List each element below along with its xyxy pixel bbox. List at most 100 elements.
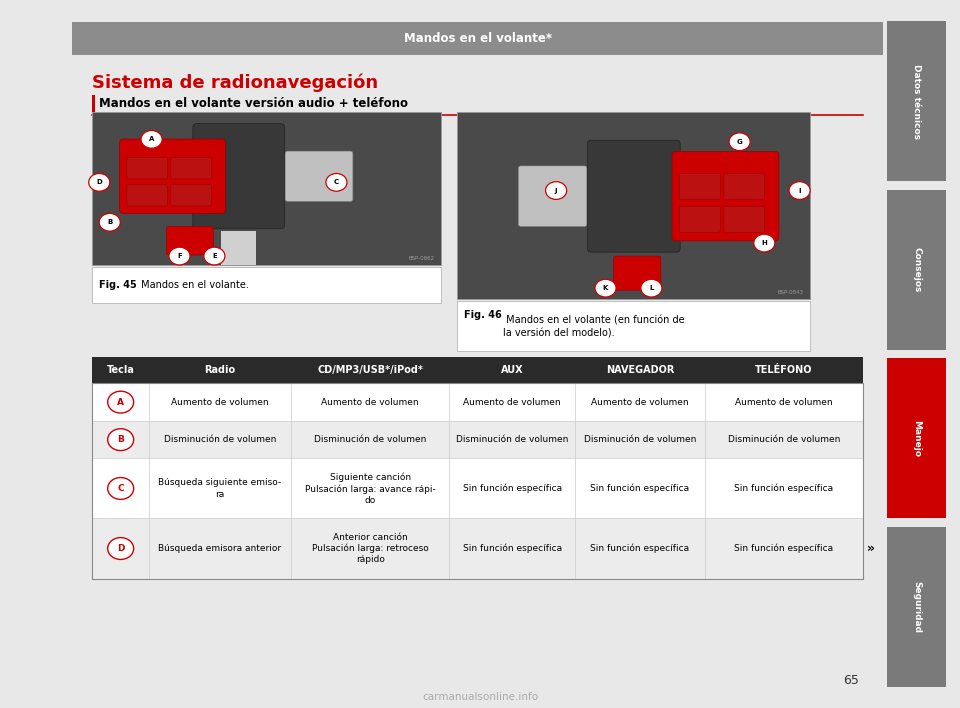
Bar xyxy=(887,527,947,687)
Text: NAVEGADOR: NAVEGADOR xyxy=(606,365,674,375)
FancyBboxPatch shape xyxy=(724,173,765,199)
FancyBboxPatch shape xyxy=(613,256,660,290)
Circle shape xyxy=(169,247,190,265)
Text: Disminución de volumen: Disminución de volumen xyxy=(728,435,840,444)
Text: 65: 65 xyxy=(843,674,859,687)
Text: Búsqueda emisora anterior: Búsqueda emisora anterior xyxy=(158,544,281,553)
FancyBboxPatch shape xyxy=(680,206,720,232)
Text: AUX: AUX xyxy=(501,365,523,375)
Text: Disminución de volumen: Disminución de volumen xyxy=(164,435,276,444)
Text: Aumento de volumen: Aumento de volumen xyxy=(322,398,419,406)
FancyBboxPatch shape xyxy=(724,206,765,232)
Circle shape xyxy=(754,234,775,252)
FancyBboxPatch shape xyxy=(171,184,211,206)
Text: Anterior canción
Pulsación larga: retroceso
rápido: Anterior canción Pulsación larga: retroc… xyxy=(312,532,428,564)
Text: A: A xyxy=(149,137,155,142)
FancyBboxPatch shape xyxy=(588,140,680,252)
Text: Sin función específica: Sin función específica xyxy=(590,484,689,493)
FancyBboxPatch shape xyxy=(120,139,226,213)
Text: D: D xyxy=(117,544,125,553)
Text: K: K xyxy=(603,285,609,291)
Circle shape xyxy=(325,173,347,191)
Text: Tecla: Tecla xyxy=(107,365,134,375)
Text: TELÉFONO: TELÉFONO xyxy=(756,365,812,375)
FancyBboxPatch shape xyxy=(127,157,167,179)
Text: Disminución de volumen: Disminución de volumen xyxy=(456,435,568,444)
Text: Mandos en el volante (en función de
la versión del modelo).: Mandos en el volante (en función de la v… xyxy=(503,315,684,338)
Bar xyxy=(887,358,947,518)
Bar xyxy=(92,95,95,113)
Text: Sin función específica: Sin función específica xyxy=(734,484,833,493)
Text: E: E xyxy=(212,253,217,259)
Text: BSP-0862: BSP-0862 xyxy=(409,256,435,261)
Text: Aumento de volumen: Aumento de volumen xyxy=(464,398,561,406)
Circle shape xyxy=(545,182,566,200)
Text: Aumento de volumen: Aumento de volumen xyxy=(735,398,832,406)
Text: BSP-0843: BSP-0843 xyxy=(778,290,804,295)
FancyBboxPatch shape xyxy=(193,124,285,229)
Circle shape xyxy=(789,182,810,200)
Text: carmanualsonline.info: carmanualsonline.info xyxy=(422,692,538,702)
Text: A: A xyxy=(117,398,124,406)
Circle shape xyxy=(108,537,133,559)
Circle shape xyxy=(595,279,616,297)
Bar xyxy=(92,383,863,421)
Bar xyxy=(222,232,256,266)
Bar xyxy=(887,190,947,350)
Text: Seguridad: Seguridad xyxy=(912,581,922,633)
Bar xyxy=(92,518,863,578)
Bar xyxy=(457,302,810,350)
Bar xyxy=(887,21,947,181)
Bar xyxy=(92,268,441,303)
FancyBboxPatch shape xyxy=(518,166,587,227)
Circle shape xyxy=(108,429,133,450)
Text: Disminución de volumen: Disminución de volumen xyxy=(314,435,426,444)
Text: Mandos en el volante versión audio + teléfono: Mandos en el volante versión audio + tel… xyxy=(99,97,408,110)
Circle shape xyxy=(641,279,662,297)
Text: Sin función específica: Sin función específica xyxy=(463,484,562,493)
Text: »: » xyxy=(867,542,875,555)
Bar xyxy=(457,112,810,299)
Text: B: B xyxy=(117,435,124,444)
Text: CD/MP3/USB*/iPod*: CD/MP3/USB*/iPod* xyxy=(317,365,423,375)
Circle shape xyxy=(88,173,109,191)
Text: Mandos en el volante.: Mandos en el volante. xyxy=(137,280,249,290)
Text: L: L xyxy=(649,285,654,291)
Bar xyxy=(92,112,441,266)
FancyBboxPatch shape xyxy=(171,157,211,179)
Circle shape xyxy=(108,392,133,413)
Bar xyxy=(72,22,883,55)
Circle shape xyxy=(729,133,750,151)
Text: Manejo: Manejo xyxy=(912,420,922,457)
Circle shape xyxy=(108,477,133,499)
FancyBboxPatch shape xyxy=(127,184,167,206)
Text: Consejos: Consejos xyxy=(912,247,922,292)
Text: J: J xyxy=(555,188,558,193)
Text: Mandos en el volante*: Mandos en el volante* xyxy=(403,32,552,45)
Text: C: C xyxy=(117,484,124,493)
FancyBboxPatch shape xyxy=(672,152,779,241)
Text: Fig. 45: Fig. 45 xyxy=(99,280,136,290)
FancyBboxPatch shape xyxy=(285,151,353,201)
FancyBboxPatch shape xyxy=(680,173,720,199)
Text: F: F xyxy=(177,253,181,259)
Text: C: C xyxy=(334,179,339,185)
Text: Datos técnicos: Datos técnicos xyxy=(912,64,922,139)
Text: G: G xyxy=(736,139,742,144)
Text: Búsqueda siguiente emiso-
ra: Búsqueda siguiente emiso- ra xyxy=(158,479,281,498)
Text: B: B xyxy=(108,219,112,225)
Text: Sin función específica: Sin función específica xyxy=(734,544,833,553)
Text: Aumento de volumen: Aumento de volumen xyxy=(591,398,688,406)
Text: Disminución de volumen: Disminución de volumen xyxy=(584,435,696,444)
Bar xyxy=(92,358,863,383)
Text: Sistema de radionavegación: Sistema de radionavegación xyxy=(92,73,378,91)
Text: Radio: Radio xyxy=(204,365,235,375)
Text: Sin función específica: Sin función específica xyxy=(590,544,689,553)
Circle shape xyxy=(204,247,225,265)
Bar xyxy=(92,458,863,518)
Text: D: D xyxy=(96,179,102,185)
Text: Sin función específica: Sin función específica xyxy=(463,544,562,553)
Text: H: H xyxy=(761,240,767,246)
Text: I: I xyxy=(799,188,801,193)
Text: Aumento de volumen: Aumento de volumen xyxy=(171,398,269,406)
